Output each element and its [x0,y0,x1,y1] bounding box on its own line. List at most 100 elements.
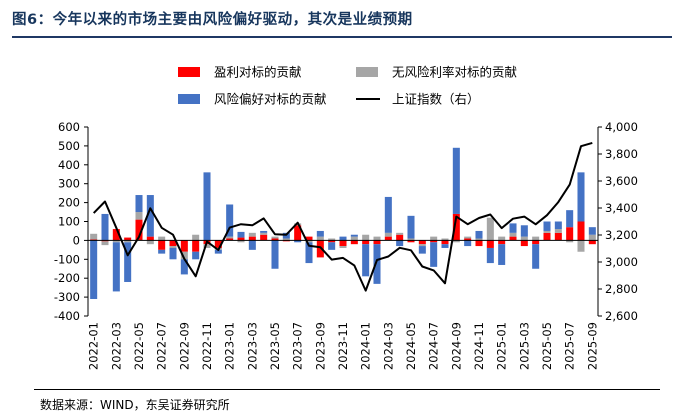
left-tick-label: -200 [54,271,80,285]
x-tick-label: 2023-03 [245,322,259,370]
x-tick-label: 2022-07 [155,322,169,370]
riskfree-bar [158,236,166,241]
legend-index-label: 上证指数（右） [392,92,480,107]
profit-bar [373,240,381,245]
riskfree-bar [577,240,585,252]
riskfree-bar [498,236,506,241]
profit-bar [271,238,279,241]
source-rule [34,389,660,390]
x-tick-label: 2022-05 [132,322,146,370]
risk-appetite-bar [498,244,506,265]
profit-bar [158,240,166,250]
risk-appetite-bar [248,240,256,250]
riskfree-bar [384,232,392,237]
risk-appetite-bar [486,247,494,264]
risk-appetite-bar [158,249,166,254]
riskfree-bar [430,236,438,241]
profit-bar [146,236,154,241]
x-tick-label: 2025-01 [495,322,509,370]
risk-appetite-bar [373,244,381,284]
x-tick-label: 2022-03 [109,322,123,370]
x-tick-label: 2024-03 [381,322,395,370]
profit-bar [577,221,585,241]
riskfree-bar [316,236,324,241]
riskfree-bar [554,229,562,233]
right-tick-label: 4,000 [605,120,638,134]
x-tick-label: 2024-05 [404,322,418,370]
profit-bar [588,240,596,245]
left-tick-label: 500 [58,139,80,153]
x-tick-label: 2022-01 [87,322,101,370]
profit-bar [328,240,336,243]
riskfree-bar [146,240,154,245]
title-rule [12,36,672,38]
risk-appetite-bar [464,240,472,247]
profit-bar [112,229,120,241]
riskfree-bar [418,244,426,247]
profit-bar [214,240,222,248]
riskfree-bar [396,232,404,235]
x-tick-label: 2023-09 [313,322,327,370]
riskfree-bar [520,236,528,241]
left-tick-label: 200 [58,196,80,210]
left-tick-label: 400 [58,158,80,172]
right-tick-label: 2,600 [605,309,638,323]
riskfree-bar [90,233,98,240]
x-tick-label: 2023-05 [268,322,282,370]
profit-bar [407,240,415,243]
legend-profit-swatch [178,67,200,77]
left-tick-label: 100 [58,215,80,229]
riskfree-bar [328,238,336,241]
riskfree-bar [192,234,200,241]
x-tick-label: 2024-11 [472,322,486,370]
x-tick-label: 2023-01 [223,322,237,370]
risk-appetite-bar [566,210,574,228]
profit-bar [543,232,551,241]
risk-appetite-bar [588,227,596,235]
left-tick-label: 0 [73,233,80,247]
left-tick-label: -400 [54,309,80,323]
riskfree-bar [101,241,109,246]
riskfree-bar [464,236,472,239]
profit-bar [430,240,438,243]
riskfree-bar [112,240,120,243]
riskfree-bar [509,232,517,237]
right-tick-label: 3,400 [605,201,638,215]
risk-appetite-bar [452,147,460,214]
right-tick-label: 3,800 [605,147,638,161]
left-tick-label: -300 [54,290,80,304]
profit-bar [192,240,200,252]
profit-bar [509,236,517,241]
risk-appetite-bar [305,242,313,264]
risk-appetite-bar [316,230,324,237]
riskfree-bar [339,246,347,248]
risk-appetite-bar [101,213,109,241]
riskfree-bar [543,230,551,233]
profit-bar [226,238,234,241]
profit-bar [180,240,188,252]
risk-appetite-bar [543,221,551,231]
risk-appetite-bar [396,240,404,247]
x-tick-label: 2022-09 [177,322,191,370]
x-tick-label: 2023-11 [336,322,350,370]
legend-riskfree-swatch [356,67,378,77]
riskfree-bar [362,234,370,241]
riskfree-bar [282,238,290,241]
right-tick-label: 3,000 [605,255,638,269]
risk-appetite-bar [237,231,245,238]
left-tick-label: 600 [58,120,80,134]
profit-bar [441,240,449,245]
riskfree-bar [532,236,540,241]
riskfree-bar [350,236,358,241]
risk-appetite-bar [112,242,120,292]
riskfree-bar [475,238,483,241]
legend-profit-label: 盈利对标的贡献 [214,65,302,80]
profit-bar [316,240,324,258]
riskfree-bar [566,240,574,243]
profit-bar [362,240,370,245]
risk-appetite-bar [430,242,438,267]
profit-bar [305,236,313,241]
riskfree-bar [135,212,143,220]
profit-bar [237,237,245,241]
risk-appetite-bar [294,240,302,243]
